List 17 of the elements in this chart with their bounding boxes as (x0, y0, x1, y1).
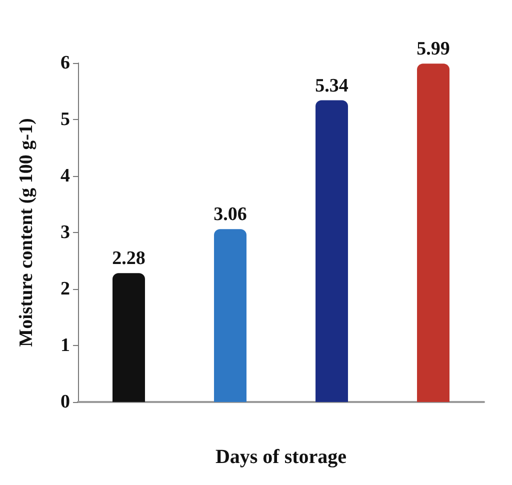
bar (316, 100, 348, 402)
y-tick-label: 1 (60, 335, 70, 356)
bar (417, 64, 450, 402)
y-tick-label: 3 (60, 222, 70, 243)
x-axis-title: Days of storage (215, 446, 347, 468)
data-label: 5.34 (315, 75, 349, 96)
bar (214, 229, 246, 402)
y-tick-label: 0 (60, 392, 70, 412)
data-label: 2.28 (112, 248, 146, 270)
y-tick-label: 6 (60, 52, 70, 74)
y-tick-label: 5 (60, 109, 70, 130)
data-label: 5.99 (416, 38, 450, 60)
data-label: 3.06 (214, 204, 247, 226)
y-tick-label: 2 (60, 278, 70, 300)
y-tick-label: 4 (60, 166, 70, 186)
bar (112, 273, 145, 402)
y-axis-title: Moisture content (g 100 g-1) (16, 118, 37, 347)
